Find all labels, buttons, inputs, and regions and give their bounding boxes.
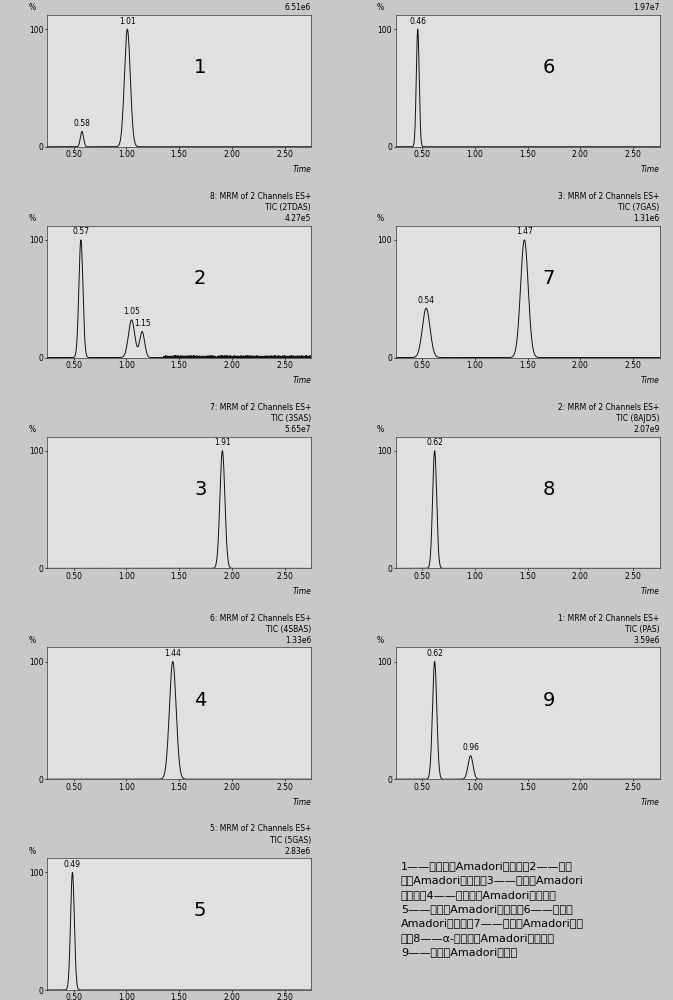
Text: 0.46: 0.46 xyxy=(409,17,426,26)
Text: 4: 4 xyxy=(194,691,207,710)
Text: 8: MRM of 2 Channels ES+
TIC (2TDAS)
4.27e5: 8: MRM of 2 Channels ES+ TIC (2TDAS) 4.2… xyxy=(210,192,311,223)
Text: Time: Time xyxy=(292,587,311,596)
Text: Time: Time xyxy=(641,165,660,174)
Text: 4: MRM of 2 Channels ES+
TIC (6BAS)
1.97e7: 4: MRM of 2 Channels ES+ TIC (6BAS) 1.97… xyxy=(558,0,660,12)
Text: 2: 2 xyxy=(194,269,207,288)
Text: 9: MRM of 3 Channels ES+
TIC (1LAS)
6.51e6: 9: MRM of 3 Channels ES+ TIC (1LAS) 6.51… xyxy=(209,0,311,12)
Text: 1.01: 1.01 xyxy=(119,17,136,26)
Text: 6: 6 xyxy=(542,58,555,77)
Text: Time: Time xyxy=(292,376,311,385)
Text: Time: Time xyxy=(641,376,660,385)
Text: 2: MRM of 2 Channels ES+
TIC (8AJD5)
2.07e9: 2: MRM of 2 Channels ES+ TIC (8AJD5) 2.0… xyxy=(559,403,660,434)
Text: 5: 5 xyxy=(194,901,207,920)
Text: Time: Time xyxy=(292,798,311,807)
Text: Time: Time xyxy=(292,165,311,174)
Text: Time: Time xyxy=(641,587,660,596)
Text: 3: 3 xyxy=(194,480,207,499)
Text: 8: 8 xyxy=(542,480,555,499)
Text: 0.62: 0.62 xyxy=(426,649,443,658)
Text: 7: 7 xyxy=(542,269,555,288)
Text: 0.96: 0.96 xyxy=(462,743,479,752)
Text: 1.91: 1.91 xyxy=(214,438,231,447)
Text: %: % xyxy=(377,636,384,645)
Text: 6: MRM of 2 Channels ES+
TIC (4SBAS)
1.33e6: 6: MRM of 2 Channels ES+ TIC (4SBAS) 1.3… xyxy=(210,614,311,645)
Text: 9: 9 xyxy=(542,691,555,710)
Text: 0.58: 0.58 xyxy=(73,119,90,128)
Text: %: % xyxy=(29,425,36,434)
Text: 0.49: 0.49 xyxy=(64,860,81,869)
Text: 0.57: 0.57 xyxy=(73,227,90,236)
Text: 1.44: 1.44 xyxy=(164,649,181,658)
Text: 1: MRM of 2 Channels ES+
TIC (PAS)
3.59e6: 1: MRM of 2 Channels ES+ TIC (PAS) 3.59e… xyxy=(559,614,660,645)
Text: Time: Time xyxy=(641,798,660,807)
Text: %: % xyxy=(29,3,36,12)
Text: %: % xyxy=(29,636,36,645)
Text: 0.62: 0.62 xyxy=(426,438,443,447)
Text: %: % xyxy=(377,425,384,434)
Text: 1.05: 1.05 xyxy=(123,307,140,316)
Text: 1.47: 1.47 xyxy=(516,227,533,236)
Text: %: % xyxy=(377,3,384,12)
Text: 1——异亮氨酸Amadori化合物；2——天冬
氨酸Amadori化合物；3——色氨酸Amadori
化合物；4——苯丙氨酸Amadori化合物；
5——甘氨酸: 1——异亮氨酸Amadori化合物；2——天冬 氨酸Amadori化合物；3——… xyxy=(401,861,584,957)
Text: %: % xyxy=(377,214,384,223)
Text: 1: 1 xyxy=(194,58,207,77)
Text: %: % xyxy=(29,214,36,223)
Text: 0.54: 0.54 xyxy=(418,296,435,305)
Text: 5: MRM of 2 Channels ES+
TIC (5GAS)
2.83e6: 5: MRM of 2 Channels ES+ TIC (5GAS) 2.83… xyxy=(210,824,311,856)
Text: 1.15: 1.15 xyxy=(134,319,151,328)
Text: 3: MRM of 2 Channels ES+
TIC (7GAS)
1.31e6: 3: MRM of 2 Channels ES+ TIC (7GAS) 1.31… xyxy=(558,192,660,223)
Text: %: % xyxy=(29,847,36,856)
Text: 7: MRM of 2 Channels ES+
TIC (3SAS)
5.65e7: 7: MRM of 2 Channels ES+ TIC (3SAS) 5.65… xyxy=(210,403,311,434)
